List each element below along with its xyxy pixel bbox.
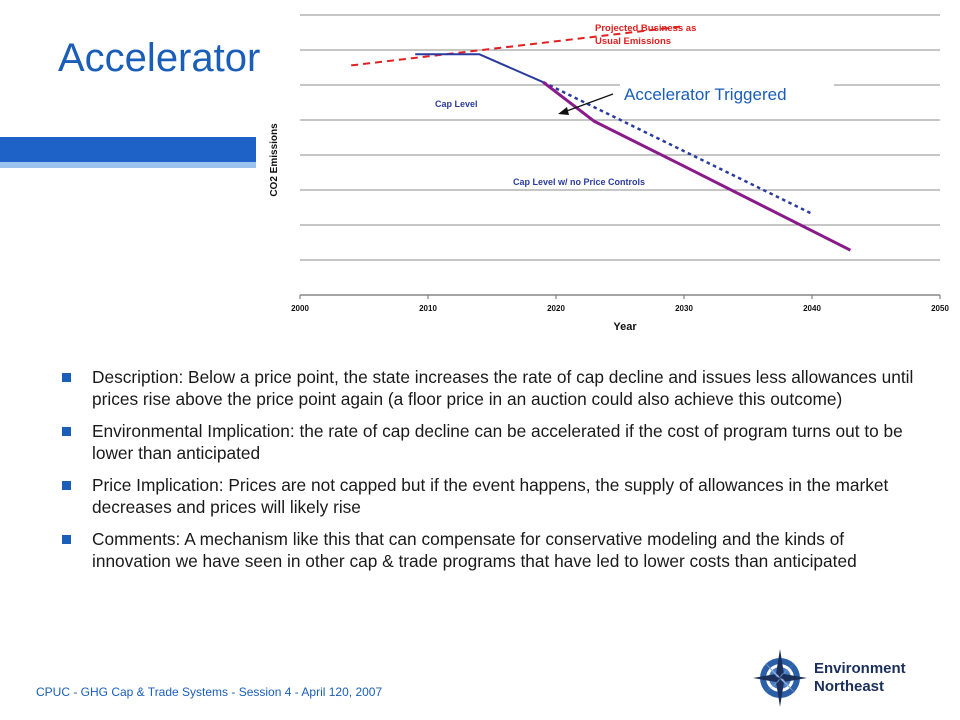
x-tick-label: 2020 [547,304,565,313]
bullet-comments: Comments: A mechanism like this that can… [58,528,918,572]
x-tick-label: 2000 [291,304,309,313]
bullet-square-icon [62,373,71,382]
x-tick-label: 2050 [931,304,949,313]
bullet-square-icon [62,481,71,490]
series-cap-no-price-controls [542,81,813,215]
accent-bar-top [0,137,256,146]
bullet-text: Comments: A mechanism like this that can… [92,529,857,571]
environment-northeast-logo: Environment Northeast [752,646,922,710]
slide-title: Accelerator [58,36,261,80]
annotation-bau-line2: Usual Emissions [595,36,671,47]
y-axis-label: CO2 Emissions [269,123,280,197]
bullet-environmental-implication: Environmental Implication: the rate of c… [58,420,918,464]
bullet-square-icon [62,427,71,436]
bullet-price-implication: Price Implication: Prices are not capped… [58,474,918,518]
bullet-text: Price Implication: Prices are not capped… [92,475,889,517]
bullet-square-icon [62,535,71,544]
annotation-arrow [558,93,614,115]
annotation-accelerator-box [620,80,834,106]
series-accelerated-cap [542,81,852,252]
x-tick-label: 2040 [803,304,821,313]
footer-text: CPUC - GHG Cap & Trade Systems - Session… [36,685,383,699]
x-tick-label: 2010 [419,304,437,313]
series-bau-emissions [351,25,685,67]
annotation-accelerator-triggered: Accelerator Triggered [624,85,787,104]
accent-bar-bottom [0,162,256,168]
bullet-text: Environmental Implication: the rate of c… [92,421,903,463]
accent-bar-middle [0,145,256,162]
logo-line-1: Environment [814,660,906,677]
x-axis-label: Year [613,321,637,333]
logo-line-2: Northeast [814,678,885,695]
x-tick-label: 2030 [675,304,693,313]
co2-emissions-chart: 2000 2010 2020 2030 2040 2050 CO2 Emissions Y… [269,14,949,333]
annotation-cap-no-controls: Cap Level w/ no Price Controls [513,177,645,187]
bullet-list: Description: Below a price point, the st… [58,366,918,582]
annotation-cap-level: Cap Level [435,99,478,109]
compass-rose-icon [753,649,807,707]
bullet-text: Description: Below a price point, the st… [92,367,914,409]
bullet-description: Description: Below a price point, the st… [58,366,918,410]
annotation-bau-line1: Projected Business as [595,23,696,34]
series-cap-level [415,53,544,84]
